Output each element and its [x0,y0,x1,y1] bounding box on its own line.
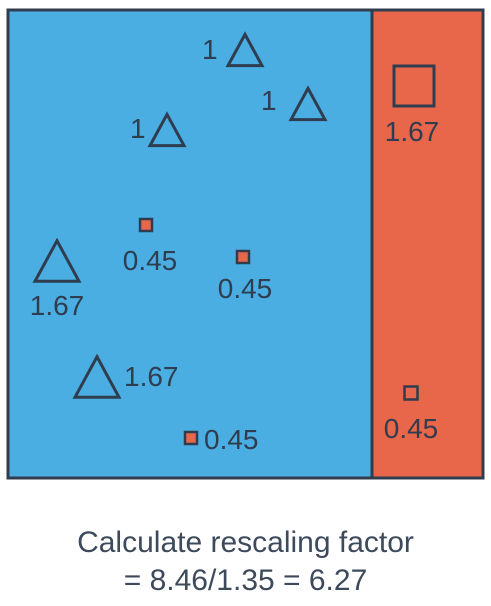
square-marker [183,430,199,446]
marker-value-label: 1.67 [124,361,179,392]
triangle-marker [72,353,122,399]
blue-region [6,8,374,480]
marker-value-label: 0.45 [123,245,178,276]
triangle-marker [288,85,328,122]
marker-value-label: 0.45 [384,413,439,444]
square-marker [235,249,251,265]
marker-value-label: 1.67 [30,290,85,321]
marker-value-label: 1 [130,113,146,144]
marker-value-label: 0.45 [204,424,259,455]
items-layer: 1 1 1 1.67 1.67 0.45 0.45 0.45 1.67 0.45 [30,31,440,455]
caption-line-2: = 8.46/1.35 = 6.27 [123,564,368,597]
marker-value-label: 1 [261,85,277,116]
triangle-marker [147,111,187,148]
caption-line-1: Calculate rescaling factor [77,526,414,559]
square-marker [403,385,419,401]
marker-value-label: 1 [202,34,218,65]
triangle-marker [225,31,265,68]
triangle-marker [32,237,82,283]
marker-value-label: 0.45 [218,273,273,304]
marker-value-label: 1.67 [385,116,440,147]
square-marker [138,217,154,233]
square-marker [392,64,436,108]
